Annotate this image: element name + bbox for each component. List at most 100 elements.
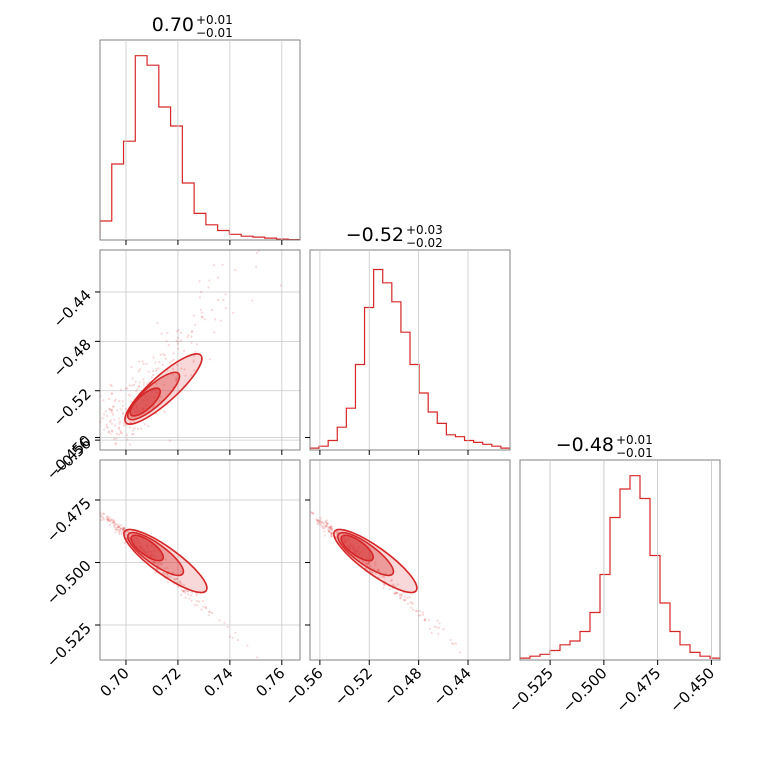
scatter-point [113,437,116,440]
scatter-point [119,528,122,531]
scatter-point [187,334,190,337]
scatter-point [180,367,183,370]
scatter-point [371,571,375,574]
scatter-point [132,383,136,386]
scatter-point [365,562,368,565]
scatter-point [433,625,436,628]
scatter-point [161,363,164,367]
scatter-point [162,572,165,575]
scatter-point [117,525,120,528]
scatter-point [317,522,320,525]
scatter-point [204,607,208,610]
scatter-point [390,579,393,583]
scatter-point [113,524,116,527]
scatter-point [152,356,155,359]
scatter-point [154,361,157,364]
scatter-point [129,421,132,424]
scatter-point [402,591,405,595]
scatter-point [141,360,144,363]
scatter-point [137,370,140,373]
scatter-point [103,428,106,431]
scatter-point [151,370,155,373]
scatter-point [115,432,118,435]
scatter-point [190,330,193,334]
scatter-point [172,352,175,355]
scatter-point [152,406,155,409]
scatter-point [161,563,164,566]
scatter-point [193,354,196,357]
scatter-point [183,583,186,587]
scatter-point [171,367,175,370]
scatter-point [151,560,154,563]
scatter-point [224,293,227,296]
scatter-point [122,526,126,530]
scatter-point [180,582,184,586]
scatter-point [160,332,163,335]
scatter-point [111,430,114,433]
y-tick-label: −0.52 [50,385,95,430]
scatter-point [156,564,159,567]
scatter-point [135,389,138,393]
scatter-point [172,358,176,361]
scatter-point [142,381,146,384]
scatter-point [106,515,109,518]
scatter-point [128,537,131,540]
scatter-point [179,581,182,584]
scatter-point [156,568,159,571]
scatter-point [106,518,109,521]
scatter-point [185,589,188,592]
scatter-point [369,570,372,573]
scatter-point [310,511,313,514]
scatter-point [317,520,320,524]
scatter-point [392,583,395,586]
x-tick-label: 0.70 [96,664,132,700]
x-tick-label: −0.44 [430,664,475,709]
scatter-point [133,427,136,430]
scatter-point [190,341,193,344]
scatter-point [184,591,187,594]
scatter-point [120,530,123,533]
scatter-point [329,526,333,529]
scatter-point [183,349,186,352]
scatter-point [138,360,141,363]
scatter-point [142,362,145,365]
x-tick-label: 0.74 [200,664,236,700]
scatter-point [184,596,187,599]
scatter-point [374,564,377,567]
scatter-point [102,516,105,520]
scatter-point [208,279,211,282]
scatter-point [192,360,195,364]
scatter-point [110,518,114,521]
title-value: 0.70 [152,14,194,36]
scatter-point [442,628,445,631]
scatter-point [201,599,204,603]
scatter-point [129,394,132,397]
diag-1-frame [99,39,301,241]
scatter-point [123,527,126,531]
scatter-point [337,531,340,534]
scatter-point [403,595,406,598]
scatter-point [121,527,124,530]
diag-3-frame [519,459,721,661]
scatter-point [400,595,403,598]
scatter-point [112,520,115,523]
scatter-point [412,608,415,611]
scatter-point [279,284,283,287]
scatter-point [122,528,125,532]
contour-level [129,387,162,417]
scatter-point [322,524,325,527]
scatter-point [454,642,458,645]
scatter-point [329,533,333,536]
scatter-point [137,385,141,388]
scatter-point [207,610,211,614]
scatter-point [114,531,117,534]
scatter-point [201,316,204,319]
scatter-point [120,432,123,435]
scatter-point [195,343,199,346]
scatter-point [232,311,235,314]
scatter-point [114,443,117,446]
scatter-point [117,417,120,420]
scatter-point [119,408,122,411]
scatter-point [167,574,170,577]
scatter-point [153,561,156,565]
